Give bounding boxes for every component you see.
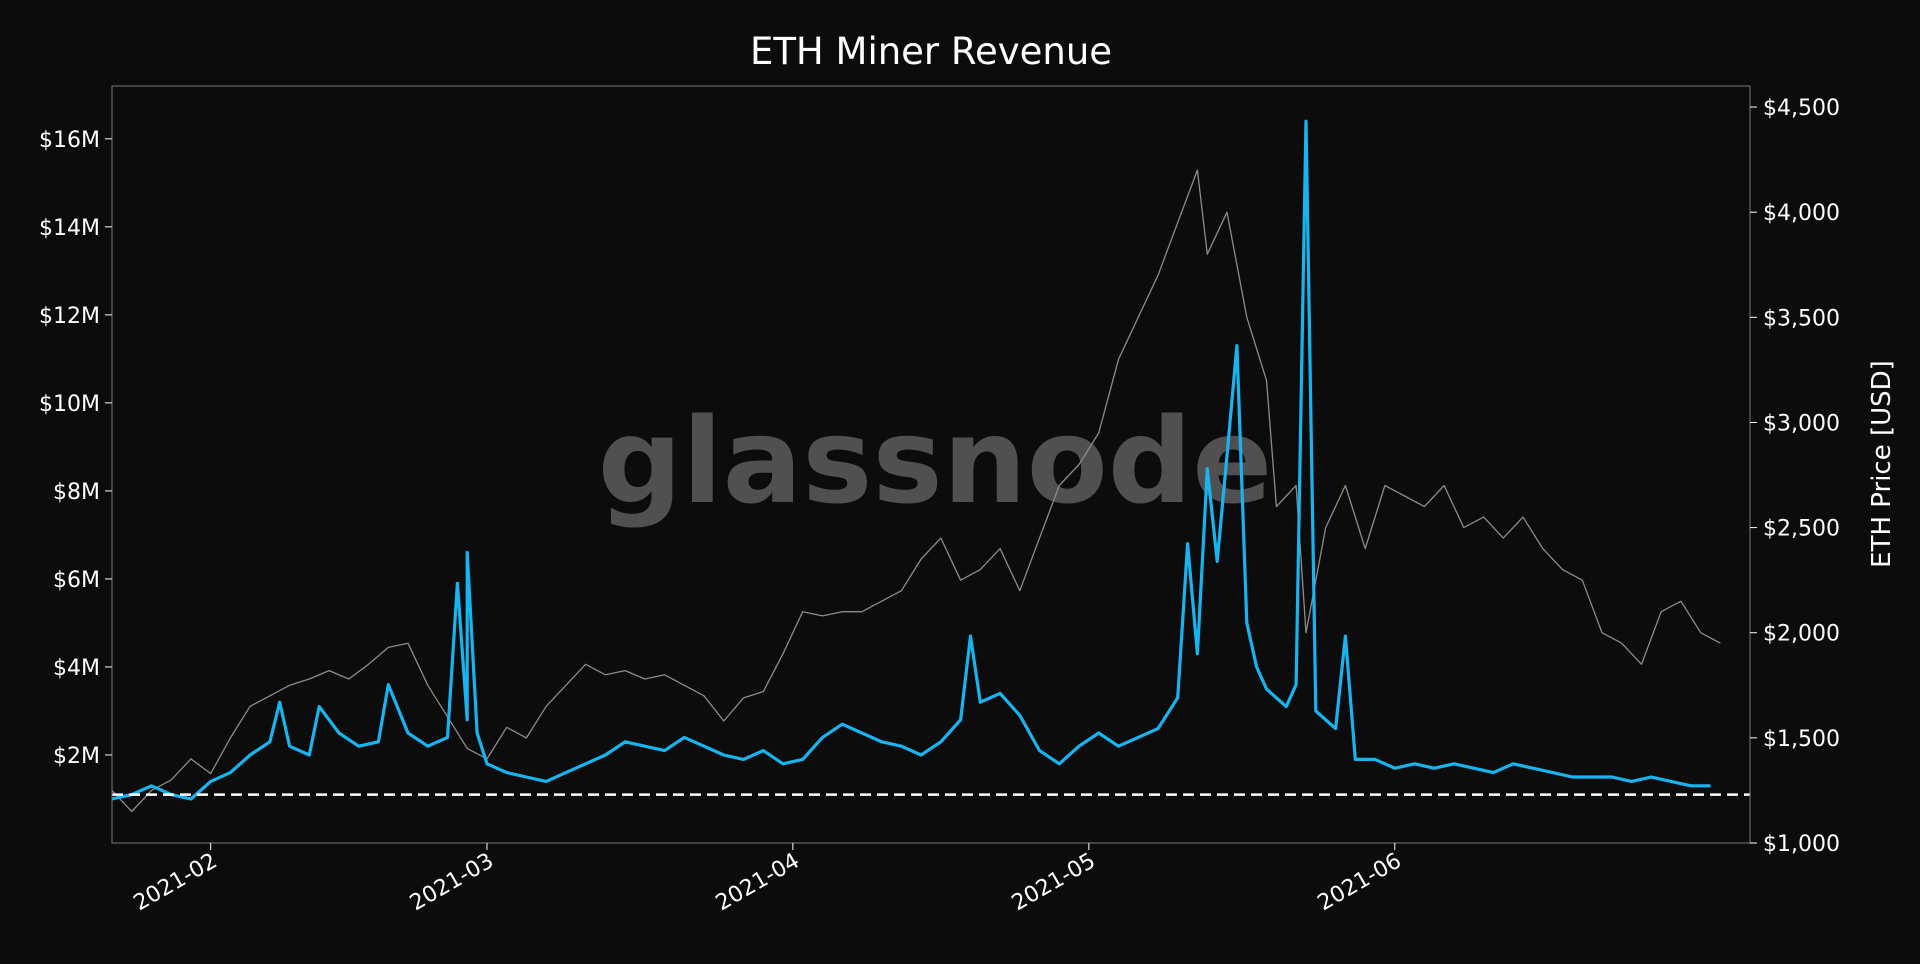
y-left-tick-label: $16M: [39, 128, 100, 153]
y-left-tick-label: $14M: [39, 216, 100, 241]
revenue-series: [111, 119, 1711, 801]
y-right-tick-label: $1,000: [1763, 832, 1840, 857]
revenue-line: [111, 119, 1711, 801]
y-right-tick-label: $2,000: [1763, 622, 1840, 647]
x-tick-label: 2021-06: [1314, 849, 1406, 917]
y-left-tick-label: $8M: [53, 480, 100, 505]
y-right-tick-label: $4,500: [1763, 96, 1840, 121]
y-left-tick-label: $4M: [53, 656, 100, 681]
x-axis: 2021-02 2021-03 2021-04 2021-05 2021-06: [130, 843, 1406, 916]
plot-background: [112, 86, 1750, 843]
y-left-tick-label: $6M: [53, 568, 100, 593]
y-axis-right: $1,000 $1,500 $2,000 $2,500 $3,000 $3,500 $4,0…: [1750, 96, 1840, 857]
x-tick-label: 2021-02: [130, 849, 222, 917]
watermark: glassnode: [598, 392, 1273, 530]
y-right-tick-label: $4,000: [1763, 201, 1840, 226]
plot-frame: [111, 85, 1751, 844]
y-right-tick-label: $1,500: [1763, 727, 1840, 752]
x-tick-label: 2021-05: [1008, 849, 1100, 917]
y-right-tick-label: $3,000: [1763, 411, 1840, 436]
y-axis-right-label: ETH Price [USD]: [1867, 360, 1897, 568]
price-series: [111, 169, 1721, 813]
y-left-tick-label: $10M: [39, 392, 100, 417]
y-left-tick-label: $2M: [53, 744, 100, 769]
y-left-tick-label: $12M: [39, 304, 100, 329]
x-tick-label: 2021-03: [406, 849, 498, 917]
y-right-tick-label: $3,500: [1763, 306, 1840, 331]
x-tick-label: 2021-04: [712, 849, 804, 917]
chart-title: ETH Miner Revenue: [750, 30, 1112, 73]
price-line: [111, 169, 1721, 813]
y-right-tick-label: $2,500: [1763, 517, 1840, 542]
y-axis-left: $2M $4M $6M $8M $10M $12M $14M $16M: [39, 128, 112, 769]
